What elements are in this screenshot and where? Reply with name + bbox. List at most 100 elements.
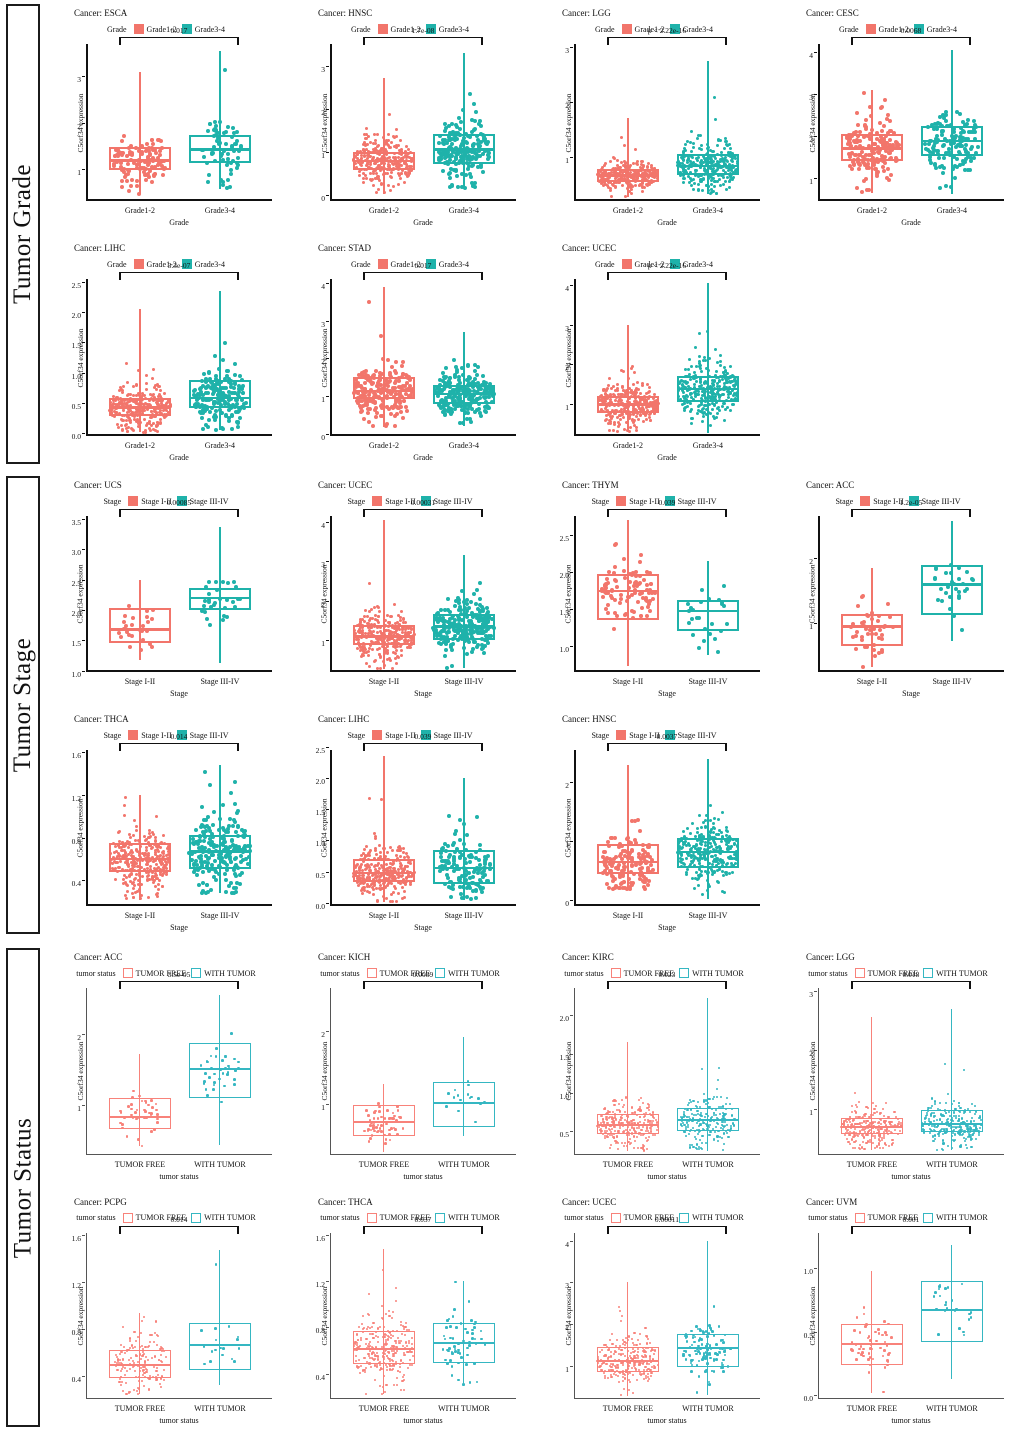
median-line [841, 147, 903, 150]
plot-area: 1 2 3 4 C5orf34 expression 0.0068 Grade1-2 Grad… [808, 26, 1004, 227]
box [677, 599, 739, 632]
legend-item-a[interactable]: Stage I-II [860, 496, 904, 506]
data-point [610, 182, 614, 186]
data-point [373, 176, 377, 180]
data-point [115, 160, 120, 165]
data-point [483, 643, 488, 648]
data-point [723, 419, 727, 423]
data-point [450, 136, 454, 141]
data-point [233, 372, 238, 377]
panel-cancer-title: Cancer: THYM [562, 480, 619, 490]
data-point [469, 175, 474, 180]
median-line [353, 635, 415, 638]
data-point [696, 187, 700, 191]
data-point [687, 180, 691, 184]
data-point [485, 153, 490, 158]
data-point [229, 880, 234, 885]
data-point [407, 155, 411, 159]
data-point [719, 353, 723, 357]
data-point [236, 425, 241, 430]
legend-item-a[interactable]: Stage I-II [128, 496, 172, 506]
data-point [465, 652, 470, 657]
data-point [649, 166, 653, 170]
data-point [150, 137, 155, 142]
data-point [468, 420, 473, 425]
data-point [404, 162, 408, 166]
significance-bracket: 0.039 [607, 498, 727, 518]
legend-item-label: Stage III-IV [189, 496, 229, 506]
data-point [121, 134, 126, 139]
data-point [408, 646, 412, 650]
data-point [208, 623, 213, 628]
data-point [716, 144, 720, 148]
legend-item-label: Grade3-4 [926, 24, 957, 34]
legend-item-a[interactable]: Stage I-II [372, 496, 416, 506]
x-axis-title: Grade [901, 218, 921, 227]
p-value-label: 0.00085 [166, 498, 192, 507]
x-axis-tick-label: Grade1-2 [612, 441, 644, 450]
data-point [361, 891, 365, 895]
data-point [362, 653, 366, 657]
legend-variable-name: Grade [107, 24, 127, 34]
data-point [699, 409, 703, 413]
data-point [357, 169, 361, 173]
data-point [395, 649, 399, 652]
legend-item-a[interactable]: Grade1-2 [621, 24, 665, 34]
data-point [472, 363, 477, 368]
legend-variable-name: Stage [103, 496, 122, 506]
data-point [117, 389, 121, 393]
legend-item-a[interactable]: Stage I-II [128, 730, 172, 740]
data-point [622, 169, 626, 173]
data-point [228, 185, 233, 190]
legend-item-a[interactable]: Stage I-II [616, 496, 660, 506]
x-axis-tick-label: Stage III-IV [444, 677, 484, 686]
x-axis-tick-label: Stage III-IV [200, 677, 240, 686]
data-point [207, 782, 212, 787]
legend-item-a[interactable]: Stage I-II [372, 730, 416, 740]
data-point [447, 137, 452, 142]
bracket-tick-left [607, 272, 609, 280]
legend-item-b[interactable]: Grade3-4 [425, 259, 469, 269]
legend-item-b[interactable]: Grade3-4 [425, 24, 469, 34]
data-point [634, 180, 638, 184]
bracket-tick-left [119, 743, 121, 751]
data-point [397, 163, 401, 167]
data-point [616, 389, 619, 393]
data-point [460, 149, 465, 154]
data-point [226, 581, 231, 586]
data-point [722, 401, 726, 405]
box [109, 146, 171, 170]
data-point [121, 169, 126, 174]
data-point [206, 580, 211, 585]
data-point [366, 649, 370, 653]
legend-item-a[interactable]: Grade1-2 [133, 24, 177, 34]
data-point [464, 148, 469, 153]
data-point [362, 154, 366, 158]
data-point [366, 157, 370, 161]
legend-item-a[interactable]: Grade1-2 [377, 24, 421, 34]
panel-legend: Grade Grade1-2 Grade3-4 [532, 24, 776, 34]
data-point [367, 300, 372, 305]
legend-item-b[interactable]: Grade3-4 [181, 24, 225, 34]
data-point [128, 143, 133, 148]
panel-cancer-title: Cancer: ESCA [74, 8, 128, 18]
data-point [237, 873, 242, 878]
data-point [699, 144, 703, 148]
data-point [633, 148, 637, 152]
data-point [934, 165, 939, 170]
legend-variable-name: Grade [351, 259, 371, 269]
legend-item-b[interactable]: Grade3-4 [669, 24, 713, 34]
data-point [474, 588, 479, 593]
panel-row: Cancer: THCA Stage Stage I-II Stage III-IV 0… [44, 706, 1020, 940]
data-point [464, 156, 469, 161]
data-point [146, 175, 151, 180]
data-point [199, 416, 204, 421]
data-point [481, 373, 486, 378]
data-point [443, 411, 448, 416]
x-axis-tick-label: Grade3-4 [936, 206, 968, 215]
data-point [124, 179, 129, 184]
y-axis-tick-mark [326, 194, 329, 196]
data-point [639, 162, 643, 166]
data-point [372, 142, 376, 146]
x-axis-tick-label: Grade1-2 [124, 206, 156, 215]
